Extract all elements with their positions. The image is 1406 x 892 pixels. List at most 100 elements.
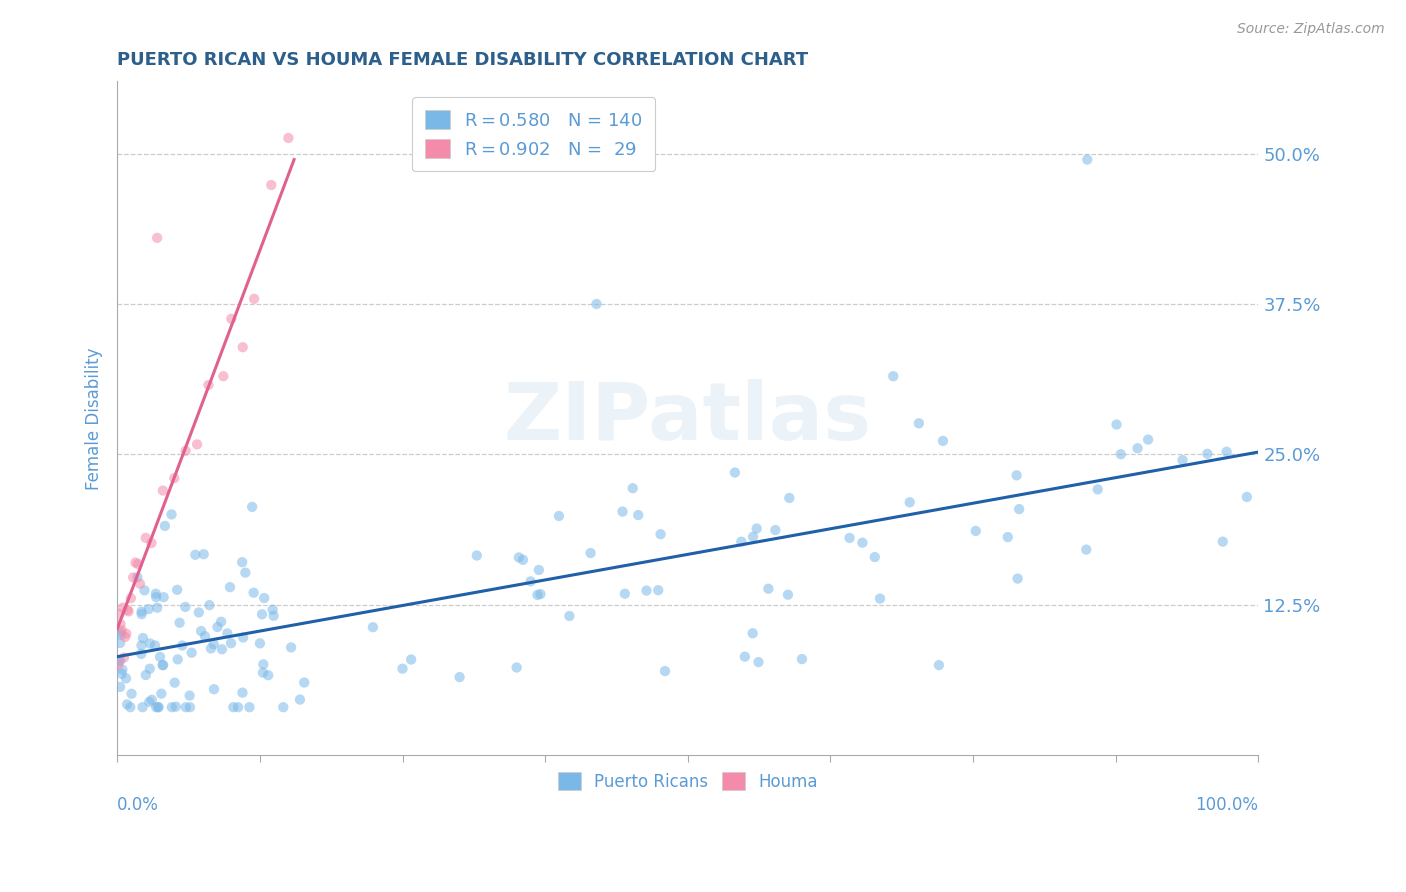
Point <box>152 483 174 498</box>
Point <box>232 631 254 645</box>
Point <box>636 583 658 598</box>
Point <box>226 700 249 714</box>
Point <box>148 700 170 714</box>
Point <box>222 700 245 714</box>
Point <box>512 553 534 567</box>
Point <box>519 574 541 589</box>
Point <box>124 556 146 570</box>
Point <box>851 535 873 549</box>
Point <box>134 583 156 598</box>
Point <box>647 583 669 598</box>
Point <box>117 604 139 618</box>
Point <box>838 531 860 545</box>
Point <box>505 660 527 674</box>
Point <box>120 591 142 606</box>
Point <box>202 682 225 697</box>
Point <box>650 527 672 541</box>
Point <box>174 700 197 714</box>
Point <box>211 642 233 657</box>
Point <box>882 369 904 384</box>
Point <box>361 620 384 634</box>
Point <box>166 652 188 666</box>
Point <box>235 566 257 580</box>
Point <box>127 570 149 584</box>
Point <box>110 625 132 640</box>
Point <box>240 500 263 514</box>
Point <box>758 582 780 596</box>
Point <box>138 602 160 616</box>
Point <box>190 624 212 638</box>
Point <box>219 580 242 594</box>
Point <box>1137 433 1160 447</box>
Point <box>219 636 242 650</box>
Point <box>207 620 229 634</box>
Point <box>172 639 194 653</box>
Point <box>1008 502 1031 516</box>
Point <box>115 698 138 712</box>
Point <box>621 481 644 495</box>
Text: 0.0%: 0.0% <box>117 796 159 814</box>
Point <box>194 629 217 643</box>
Point <box>179 700 201 714</box>
Point <box>231 686 253 700</box>
Point <box>193 547 215 561</box>
Point <box>526 588 548 602</box>
Point <box>120 700 142 714</box>
Point <box>932 434 955 448</box>
Point <box>898 495 921 509</box>
Point <box>654 664 676 678</box>
Point <box>184 548 207 562</box>
Point <box>747 655 769 669</box>
Point <box>148 700 170 714</box>
Point <box>730 534 752 549</box>
Point <box>232 340 254 354</box>
Point <box>121 687 143 701</box>
Point <box>243 292 266 306</box>
Point <box>221 311 243 326</box>
Point <box>249 636 271 650</box>
Point <box>741 626 763 640</box>
Point <box>149 649 172 664</box>
Point <box>146 231 169 245</box>
Point <box>122 570 145 584</box>
Point <box>131 607 153 622</box>
Point <box>141 692 163 706</box>
Text: Source: ZipAtlas.com: Source: ZipAtlas.com <box>1237 22 1385 37</box>
Point <box>252 665 274 680</box>
Point <box>129 647 152 661</box>
Point <box>217 626 239 640</box>
Point <box>108 636 131 650</box>
Point <box>139 636 162 650</box>
Point <box>212 369 235 384</box>
Text: ZIPatlas: ZIPatlas <box>503 379 872 458</box>
Point <box>108 607 131 621</box>
Point <box>111 624 134 638</box>
Point <box>1109 447 1132 461</box>
Point <box>863 549 886 564</box>
Point <box>135 531 157 545</box>
Point <box>1105 417 1128 432</box>
Point <box>558 609 581 624</box>
Point <box>108 654 131 668</box>
Text: 100.0%: 100.0% <box>1195 796 1258 814</box>
Point <box>198 598 221 612</box>
Point <box>110 628 132 642</box>
Point <box>742 530 765 544</box>
Point <box>262 602 284 616</box>
Text: PUERTO RICAN VS HOUMA FEMALE DISABILITY CORRELATION CHART: PUERTO RICAN VS HOUMA FEMALE DISABILITY … <box>117 51 808 69</box>
Point <box>1007 572 1029 586</box>
Point <box>209 615 232 629</box>
Point <box>391 662 413 676</box>
Legend: Puerto Ricans, Houma: Puerto Ricans, Houma <box>551 765 825 797</box>
Point <box>734 649 756 664</box>
Point <box>529 587 551 601</box>
Point <box>292 675 315 690</box>
Point <box>263 608 285 623</box>
Point <box>152 658 174 673</box>
Point <box>1197 447 1219 461</box>
Point <box>114 630 136 644</box>
Point <box>115 671 138 685</box>
Point <box>150 687 173 701</box>
Point <box>271 700 294 714</box>
Point <box>1076 153 1098 167</box>
